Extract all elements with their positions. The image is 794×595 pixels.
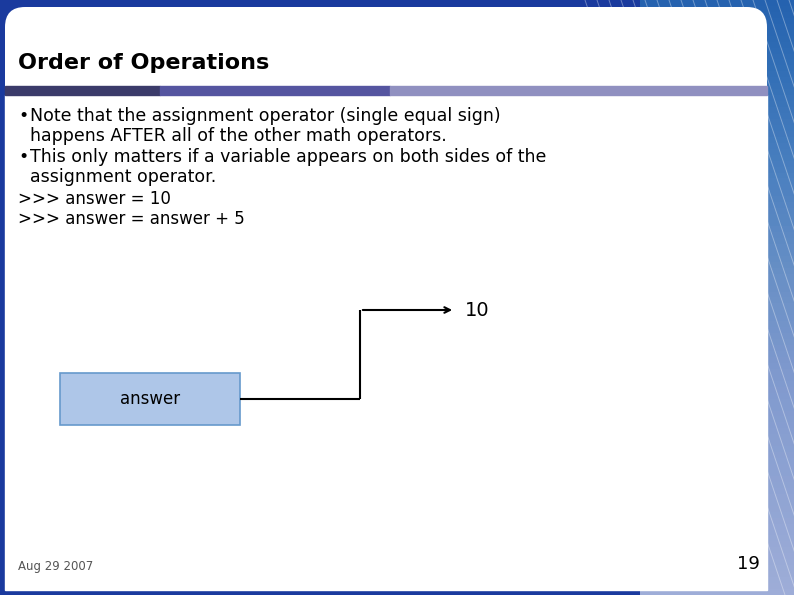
Bar — [390, 86, 767, 95]
Text: assignment operator.: assignment operator. — [30, 168, 216, 186]
Text: •: • — [18, 107, 29, 125]
Text: This only matters if a variable appears on both sides of the: This only matters if a variable appears … — [30, 148, 546, 166]
Text: happens AFTER all of the other math operators.: happens AFTER all of the other math oper… — [30, 127, 447, 145]
Text: >>> answer = 10: >>> answer = 10 — [18, 190, 171, 208]
Text: 10: 10 — [465, 300, 490, 320]
Text: answer: answer — [120, 390, 180, 408]
Bar — [5, 95, 767, 590]
Text: •: • — [18, 148, 29, 166]
FancyBboxPatch shape — [5, 7, 767, 590]
Text: 19: 19 — [737, 555, 760, 573]
Bar — [160, 86, 390, 95]
Text: Aug 29 2007: Aug 29 2007 — [18, 560, 93, 573]
Bar — [5, 86, 160, 95]
Text: >>> answer = answer + 5: >>> answer = answer + 5 — [18, 210, 245, 228]
FancyBboxPatch shape — [60, 373, 240, 425]
Text: Note that the assignment operator (single equal sign): Note that the assignment operator (singl… — [30, 107, 501, 125]
Text: Order of Operations: Order of Operations — [18, 53, 269, 73]
